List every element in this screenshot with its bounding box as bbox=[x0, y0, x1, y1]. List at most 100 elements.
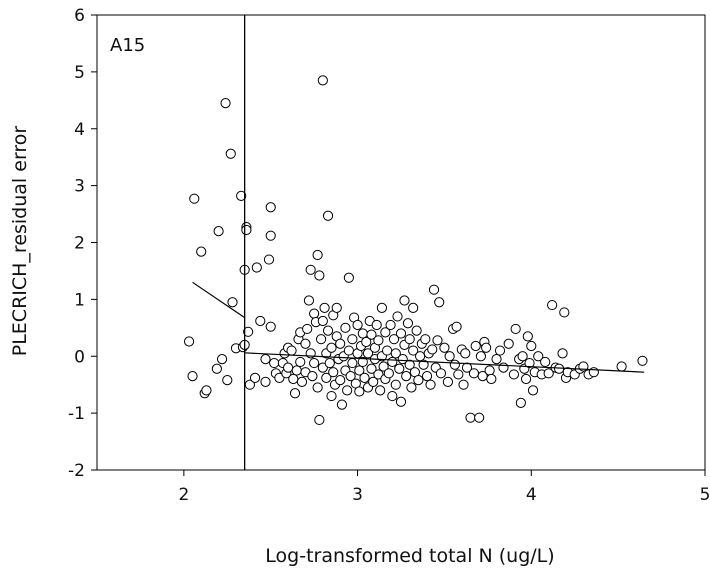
data-point bbox=[432, 335, 443, 346]
data-point bbox=[387, 390, 398, 402]
data-point bbox=[220, 98, 231, 109]
data-point bbox=[326, 342, 337, 353]
data-point bbox=[317, 75, 328, 86]
data-point bbox=[347, 357, 358, 369]
data-point bbox=[317, 362, 328, 373]
data-point bbox=[470, 340, 481, 352]
data-point bbox=[397, 353, 408, 365]
data-point bbox=[269, 357, 280, 369]
data-point bbox=[322, 325, 334, 336]
data-point bbox=[547, 299, 558, 311]
x-axis-title: Log-transformed total N (ug/L) bbox=[265, 545, 554, 567]
data-point bbox=[227, 297, 238, 308]
data-point bbox=[282, 362, 294, 373]
data-point bbox=[557, 348, 568, 359]
data-point bbox=[249, 372, 261, 383]
data-point bbox=[359, 372, 370, 383]
data-point bbox=[439, 342, 450, 353]
data-point bbox=[331, 302, 342, 314]
data-point bbox=[378, 361, 389, 372]
data-point bbox=[468, 368, 480, 379]
data-point bbox=[189, 193, 200, 204]
data-point bbox=[395, 396, 407, 407]
data-point bbox=[406, 382, 417, 393]
data-point bbox=[449, 359, 460, 370]
data-point bbox=[517, 351, 528, 362]
data-point bbox=[475, 351, 487, 362]
data-point bbox=[361, 336, 372, 348]
data-point bbox=[390, 379, 401, 390]
data-point bbox=[411, 325, 422, 336]
data-point bbox=[260, 353, 271, 365]
data-point bbox=[342, 385, 353, 396]
data-point bbox=[328, 367, 339, 378]
data-point bbox=[522, 331, 533, 342]
x-tick-label: 5 bbox=[700, 485, 710, 505]
y-tick-label: -2 bbox=[68, 461, 85, 481]
data-point bbox=[213, 226, 224, 237]
data-point bbox=[543, 368, 554, 379]
data-point bbox=[385, 319, 396, 331]
data-point bbox=[314, 270, 325, 281]
data-point bbox=[401, 371, 412, 382]
data-point bbox=[222, 375, 233, 386]
data-point bbox=[383, 368, 394, 379]
data-point bbox=[312, 249, 323, 261]
data-point bbox=[265, 321, 276, 332]
data-point bbox=[526, 340, 537, 352]
x-tick-label: 4 bbox=[526, 485, 537, 505]
fit-line bbox=[244, 352, 645, 373]
data-point bbox=[425, 379, 436, 390]
data-point bbox=[559, 307, 570, 318]
data-point bbox=[343, 345, 354, 356]
data-point bbox=[616, 361, 627, 372]
data-point bbox=[421, 371, 433, 382]
data-point bbox=[243, 326, 254, 337]
data-point bbox=[524, 357, 535, 369]
data-point bbox=[336, 399, 348, 410]
data-point bbox=[309, 308, 320, 319]
data-point bbox=[225, 148, 236, 159]
data-point bbox=[458, 379, 469, 390]
data-point bbox=[442, 376, 454, 387]
data-point bbox=[402, 318, 414, 329]
data-point bbox=[465, 412, 476, 423]
fit-line bbox=[192, 281, 245, 319]
data-point bbox=[371, 319, 382, 331]
data-point bbox=[366, 329, 377, 340]
data-point bbox=[314, 414, 325, 426]
data-point bbox=[291, 365, 302, 376]
data-point bbox=[295, 356, 306, 368]
data-point bbox=[357, 356, 368, 368]
data-point bbox=[236, 190, 247, 201]
data-point bbox=[303, 295, 315, 306]
data-point bbox=[435, 368, 447, 379]
data-point bbox=[345, 371, 356, 382]
data-point bbox=[510, 323, 521, 335]
data-point bbox=[540, 356, 551, 368]
data-point bbox=[251, 262, 262, 273]
data-point bbox=[415, 351, 426, 362]
data-point bbox=[315, 334, 327, 345]
data-point bbox=[515, 397, 526, 408]
data-point bbox=[408, 302, 419, 314]
y-tick-label: 6 bbox=[74, 6, 85, 26]
data-point bbox=[265, 202, 276, 213]
data-point bbox=[307, 371, 318, 382]
data-point bbox=[286, 345, 297, 356]
data-point bbox=[305, 264, 316, 275]
x-tick-label: 3 bbox=[352, 485, 363, 505]
data-point bbox=[395, 328, 407, 339]
data-point bbox=[427, 344, 438, 355]
data-point bbox=[637, 355, 648, 366]
y-tick-label: 0 bbox=[74, 347, 85, 367]
data-point bbox=[196, 246, 207, 257]
data-point bbox=[357, 328, 368, 339]
data-point bbox=[324, 357, 335, 369]
data-point bbox=[343, 272, 354, 283]
data-point bbox=[255, 315, 266, 327]
data-point bbox=[444, 351, 455, 362]
data-point bbox=[289, 388, 301, 399]
data-point bbox=[183, 336, 195, 347]
